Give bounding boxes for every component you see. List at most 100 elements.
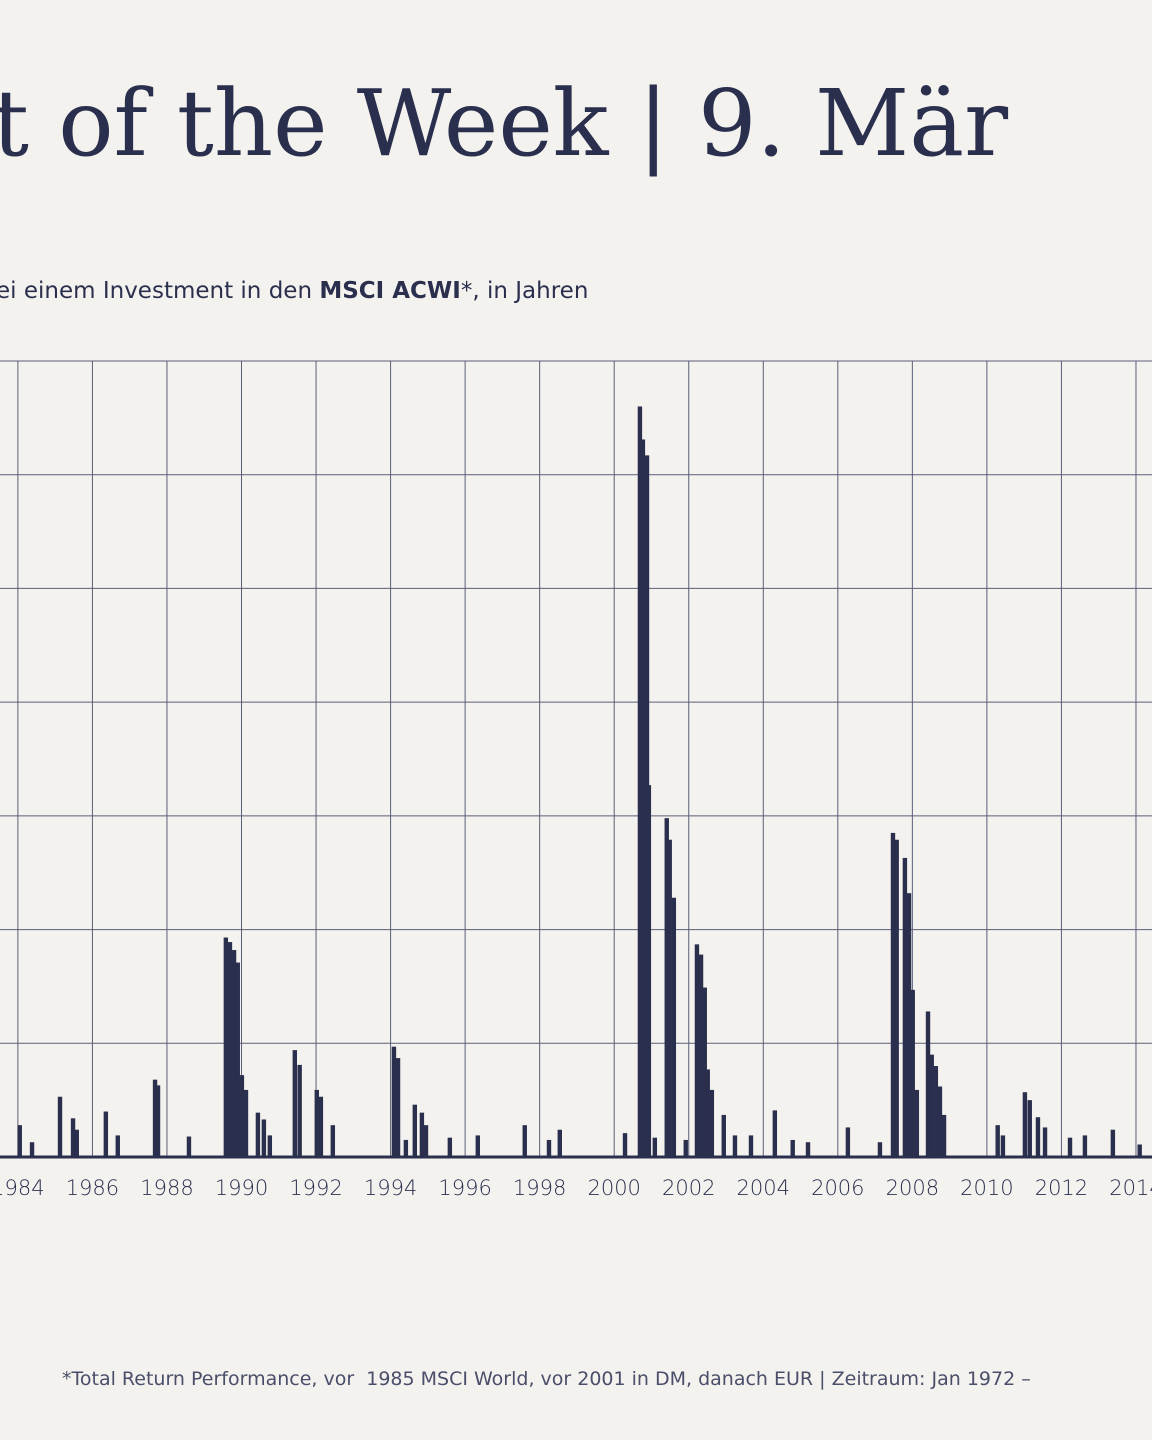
bar: [155, 1085, 161, 1157]
x-tick-label: 2010: [960, 1176, 1013, 1200]
subtitle-part: *, in Jahren: [461, 278, 589, 304]
bar: [622, 1133, 628, 1157]
bar: [57, 1096, 63, 1157]
bar: [914, 1089, 920, 1157]
bar: [995, 1125, 1000, 1157]
bar: [929, 1054, 934, 1157]
bar: [646, 785, 652, 1157]
bar: [1027, 1100, 1032, 1157]
bar: [412, 1104, 418, 1157]
bar: [910, 989, 915, 1157]
bar: [1042, 1127, 1048, 1157]
x-tick-label: 1986: [66, 1176, 119, 1200]
bar: [227, 942, 233, 1157]
x-tick-label: 1984: [0, 1176, 45, 1200]
bar: [721, 1114, 726, 1157]
bar: [683, 1139, 688, 1157]
bar: [702, 987, 707, 1157]
x-tick-label: 2002: [662, 1176, 715, 1200]
bar: [297, 1064, 302, 1157]
x-tick-label: 1990: [215, 1176, 268, 1200]
bar: [1110, 1129, 1116, 1157]
bar: [698, 954, 704, 1157]
bar: [239, 1075, 245, 1157]
bar: [70, 1118, 76, 1157]
bar: [475, 1135, 480, 1157]
bar: [652, 1137, 658, 1157]
subtitle-part: MSCI ACWI: [319, 278, 461, 304]
bar: [845, 1127, 851, 1157]
bar: [235, 962, 240, 1157]
bar: [694, 944, 700, 1157]
bar: [17, 1125, 22, 1157]
bar: [902, 857, 908, 1157]
bar: [74, 1129, 79, 1157]
bar: [1000, 1135, 1006, 1157]
x-tick-label: 2012: [1035, 1176, 1088, 1200]
bar: [261, 1119, 267, 1157]
bar: [732, 1135, 738, 1157]
bar: [1022, 1092, 1028, 1157]
bar: [933, 1066, 939, 1157]
x-tick-label: 1988: [140, 1176, 193, 1200]
bar: [546, 1139, 552, 1157]
x-tick-label: 2014: [1109, 1176, 1152, 1200]
x-tick-label: 1996: [438, 1176, 491, 1200]
x-tick-label: 2000: [587, 1176, 640, 1200]
x-tick-label: 1994: [364, 1176, 417, 1200]
chart-title: t of the Week | 9. Mär: [0, 70, 1008, 177]
bar: [522, 1125, 527, 1157]
bar: [403, 1139, 409, 1157]
bar: [1035, 1117, 1041, 1157]
bar: [748, 1135, 754, 1157]
bar: [790, 1139, 795, 1157]
bar: [906, 893, 912, 1157]
bar: [103, 1111, 109, 1157]
x-tick-label: 2004: [737, 1176, 790, 1200]
bar: [890, 832, 896, 1157]
bar: [395, 1058, 401, 1157]
bar: [231, 950, 237, 1157]
bar: [1137, 1144, 1142, 1157]
bar: [637, 406, 643, 1157]
bar: [941, 1114, 947, 1157]
bar: [255, 1112, 261, 1157]
bar: [640, 439, 646, 1157]
bar: [186, 1136, 192, 1157]
subtitle: ei einem Investment in den MSCI ACWI*, i…: [0, 278, 588, 304]
x-tick-label: 1992: [289, 1176, 342, 1200]
bar: [330, 1125, 336, 1157]
bar: [667, 839, 672, 1157]
bar: [894, 839, 899, 1157]
bar: [1082, 1135, 1088, 1157]
bar: [423, 1125, 429, 1157]
bar: [29, 1142, 35, 1157]
bar: [391, 1046, 397, 1157]
x-tick-label: 1998: [513, 1176, 566, 1200]
bar: [243, 1089, 249, 1157]
footnote: *Total Return Performance, vor 1985 MSCI…: [62, 1368, 1031, 1390]
bar: [664, 818, 669, 1157]
bar: [925, 1011, 931, 1157]
bar: [292, 1050, 298, 1157]
bar: [709, 1089, 715, 1157]
x-tick-label: 2008: [886, 1176, 939, 1200]
bar: [318, 1096, 324, 1157]
bar: [772, 1110, 778, 1157]
bar: [152, 1079, 158, 1157]
bar: [115, 1135, 120, 1157]
bar: [557, 1129, 562, 1157]
bar: [1067, 1137, 1073, 1157]
bar: [314, 1089, 319, 1157]
bar: [705, 1069, 710, 1157]
bar: [447, 1137, 453, 1157]
bar: [419, 1112, 425, 1157]
bar: [805, 1142, 811, 1157]
bar: [937, 1086, 943, 1157]
bar: [267, 1135, 273, 1157]
bar: [877, 1142, 883, 1157]
bar: [223, 937, 229, 1157]
